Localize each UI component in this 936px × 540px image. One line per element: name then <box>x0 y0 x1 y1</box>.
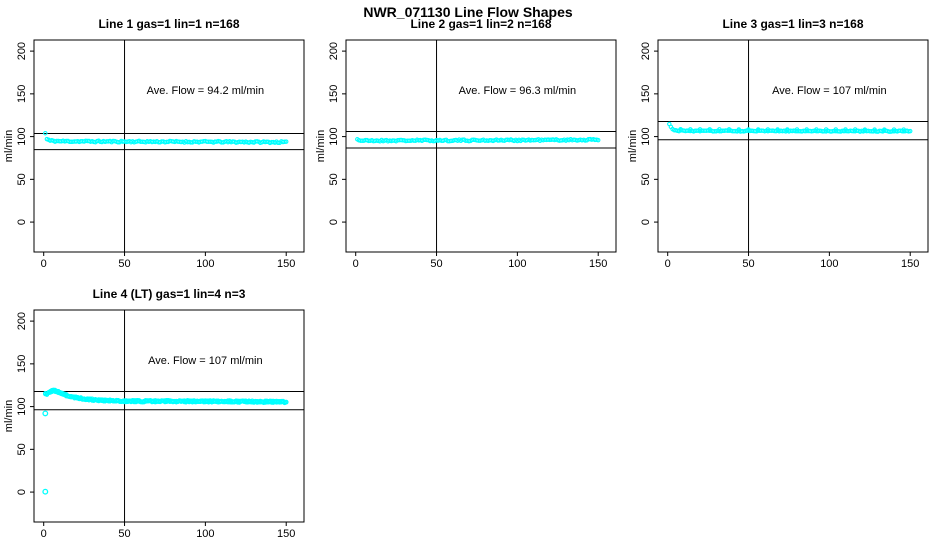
y-tick-label: 150 <box>16 355 28 373</box>
y-tick-label: 200 <box>328 42 340 60</box>
data-point-spike <box>678 126 683 132</box>
plot-box <box>33 39 305 253</box>
y-tick-label: 100 <box>16 397 28 415</box>
panel-title: Line 3 gas=1 lin=3 n=168 <box>722 17 863 31</box>
x-tick-label: 50 <box>430 258 442 270</box>
y-axis-label: ml/min <box>3 400 15 432</box>
y-tick-label: 50 <box>640 173 652 185</box>
data-point-spike <box>785 127 790 132</box>
data-point <box>283 139 289 144</box>
data-point-spike <box>862 127 868 132</box>
data-point-spike <box>804 127 809 132</box>
y-tick-label: 0 <box>640 219 652 225</box>
chart-line-1: Line 1 gas=1 lin=1 n=168 0 50 100 150 0 50 100 1… <box>3 17 305 270</box>
x-tick-label: 50 <box>118 258 130 270</box>
y-tick-label: 100 <box>16 127 28 145</box>
data-point-spike <box>872 127 877 132</box>
panel-line-3: Line 3 gas=1 lin=3 n=168 0 50 100 150 0 50 100 1… <box>624 0 936 270</box>
main-title: NWR_071130 Line Flow Shapes <box>363 4 573 20</box>
x-tick-label: 50 <box>742 258 754 270</box>
x-tick-label: 150 <box>589 258 607 270</box>
x-tick-label: 100 <box>196 258 214 270</box>
y-tick-label: 150 <box>640 85 652 103</box>
x-tick-label: 100 <box>820 258 838 270</box>
data-point-spike <box>697 127 703 132</box>
data-point-spike <box>852 127 858 132</box>
plot-box <box>33 309 305 523</box>
x-tick-label: 100 <box>196 528 214 540</box>
data-point-spike <box>717 127 722 132</box>
data-point-spike <box>755 127 761 132</box>
y-tick-label: 0 <box>328 219 340 225</box>
y-tick-label: 100 <box>328 127 340 145</box>
data-point-spike <box>882 127 887 132</box>
y-tick-label: 0 <box>16 489 28 495</box>
ave-flow-annotation: Ave. Flow = 96.3 ml/min <box>459 85 576 97</box>
data-point-spike <box>775 127 780 132</box>
chart-line-3: Line 3 gas=1 lin=3 n=168 0 50 100 150 0 50 100 1… <box>627 17 929 270</box>
data-point-spike <box>891 127 897 132</box>
x-tick-label: 0 <box>665 258 671 270</box>
y-tick-label: 200 <box>16 42 28 60</box>
data-point-spike <box>707 127 712 132</box>
data-point-spike <box>736 127 742 132</box>
data-point <box>907 128 913 134</box>
outlier-point <box>42 410 49 417</box>
data-point-spike <box>794 127 800 132</box>
x-tick-label: 150 <box>277 528 295 540</box>
ave-flow-annotation: Ave. Flow = 94.2 ml/min <box>147 85 264 97</box>
panel-title: Line 4 (LT) gas=1 lin=4 n=3 <box>93 287 246 301</box>
x-tick-label: 100 <box>508 258 526 270</box>
y-tick-label: 200 <box>640 42 652 60</box>
y-axis-label: ml/min <box>315 130 327 162</box>
data-point-spike <box>746 127 751 132</box>
y-tick-label: 150 <box>16 85 28 103</box>
data-point-spike <box>726 127 732 132</box>
data-point-spike <box>901 127 906 132</box>
panel-line-4: Line 4 (LT) gas=1 lin=4 n=3 0 50 100 150 0 50 1… <box>0 270 312 540</box>
y-axis-label: ml/min <box>3 130 15 162</box>
y-tick-label: 150 <box>328 85 340 103</box>
x-tick-label: 50 <box>118 528 130 540</box>
panel-line-2: Line 2 gas=1 lin=2 n=168 0 50 100 150 0 50 100 1… <box>312 0 624 270</box>
x-tick-label: 0 <box>41 528 47 540</box>
panel-title: Line 2 gas=1 lin=2 n=168 <box>410 17 551 31</box>
y-tick-label: 50 <box>16 173 28 185</box>
data-point-spike <box>833 127 839 132</box>
data-point <box>130 398 135 403</box>
panel-line-1: Line 1 gas=1 lin=1 n=168 0 50 100 150 0 50 100 1… <box>0 0 312 270</box>
chart-line-4: Line 4 (LT) gas=1 lin=4 n=3 0 50 100 150 0 50 1… <box>3 287 305 540</box>
y-tick-label: 0 <box>16 219 28 225</box>
y-tick-label: 100 <box>640 127 652 145</box>
data-point-spike <box>823 127 829 132</box>
ave-flow-annotation: Ave. Flow = 107 ml/min <box>148 355 262 367</box>
outlier-point <box>42 488 49 495</box>
data-point-spike <box>765 127 771 132</box>
chart-line-2: Line 2 gas=1 lin=2 n=168 0 50 100 150 0 50 100 1… <box>315 17 617 270</box>
data-point <box>282 399 287 405</box>
data-point-spike <box>843 127 848 132</box>
data-point <box>43 130 48 136</box>
plot-box <box>657 39 929 253</box>
x-tick-label: 150 <box>901 258 919 270</box>
ave-flow-annotation: Ave. Flow = 107 ml/min <box>772 85 886 97</box>
data-point <box>283 399 289 405</box>
y-axis-label: ml/min <box>627 130 639 162</box>
y-tick-label: 50 <box>16 443 28 455</box>
x-tick-label: 150 <box>277 258 295 270</box>
plot-box <box>345 39 617 253</box>
data-point <box>595 137 601 143</box>
panel-title: Line 1 gas=1 lin=1 n=168 <box>98 17 239 31</box>
y-tick-label: 50 <box>328 173 340 185</box>
y-tick-label: 200 <box>16 312 28 330</box>
data-point-spike <box>814 127 819 132</box>
x-tick-label: 0 <box>41 258 47 270</box>
x-tick-label: 0 <box>353 258 359 270</box>
data-point-spike <box>688 127 693 132</box>
